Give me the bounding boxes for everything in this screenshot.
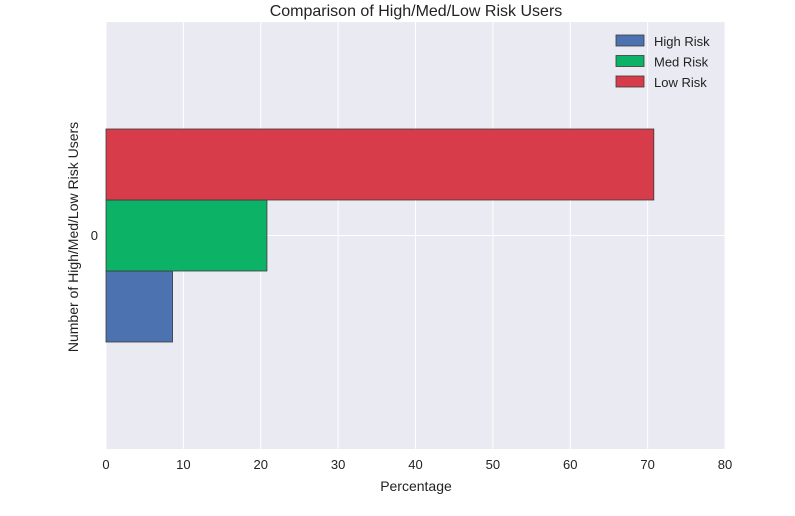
x-axis-ticks: 0 10 20 30 40 50 60 70 80 — [102, 457, 732, 472]
x-axis-label: Percentage — [380, 478, 452, 494]
x-tick-label: 70 — [640, 457, 654, 472]
x-tick-label: 40 — [408, 457, 422, 472]
x-tick-label: 60 — [563, 457, 577, 472]
chart-title: Comparison of High/Med/Low Risk Users — [270, 3, 563, 20]
legend-label: High Risk — [654, 34, 710, 49]
x-tick-label: 10 — [176, 457, 190, 472]
legend-label: Low Risk — [654, 75, 707, 90]
y-axis-ticks: 0 — [91, 228, 98, 243]
y-tick-label: 0 — [91, 228, 98, 243]
legend-swatch — [615, 34, 645, 47]
x-tick-label: 0 — [102, 457, 109, 472]
x-tick-label: 30 — [331, 457, 345, 472]
legend-swatch — [615, 75, 645, 88]
bars — [105, 128, 655, 343]
y-axis-label: Number of High/Med/Low Risk Users — [65, 122, 81, 352]
legend: High Risk Med Risk Low Risk — [615, 34, 710, 90]
bar-med-risk — [105, 199, 268, 272]
bar-high-risk — [105, 270, 173, 343]
bar-low-risk — [105, 128, 655, 201]
legend-swatch — [615, 55, 645, 67]
x-tick-label: 50 — [486, 457, 500, 472]
x-tick-label: 20 — [254, 457, 268, 472]
legend-label: Med Risk — [654, 55, 709, 70]
x-tick-label: 80 — [718, 457, 732, 472]
